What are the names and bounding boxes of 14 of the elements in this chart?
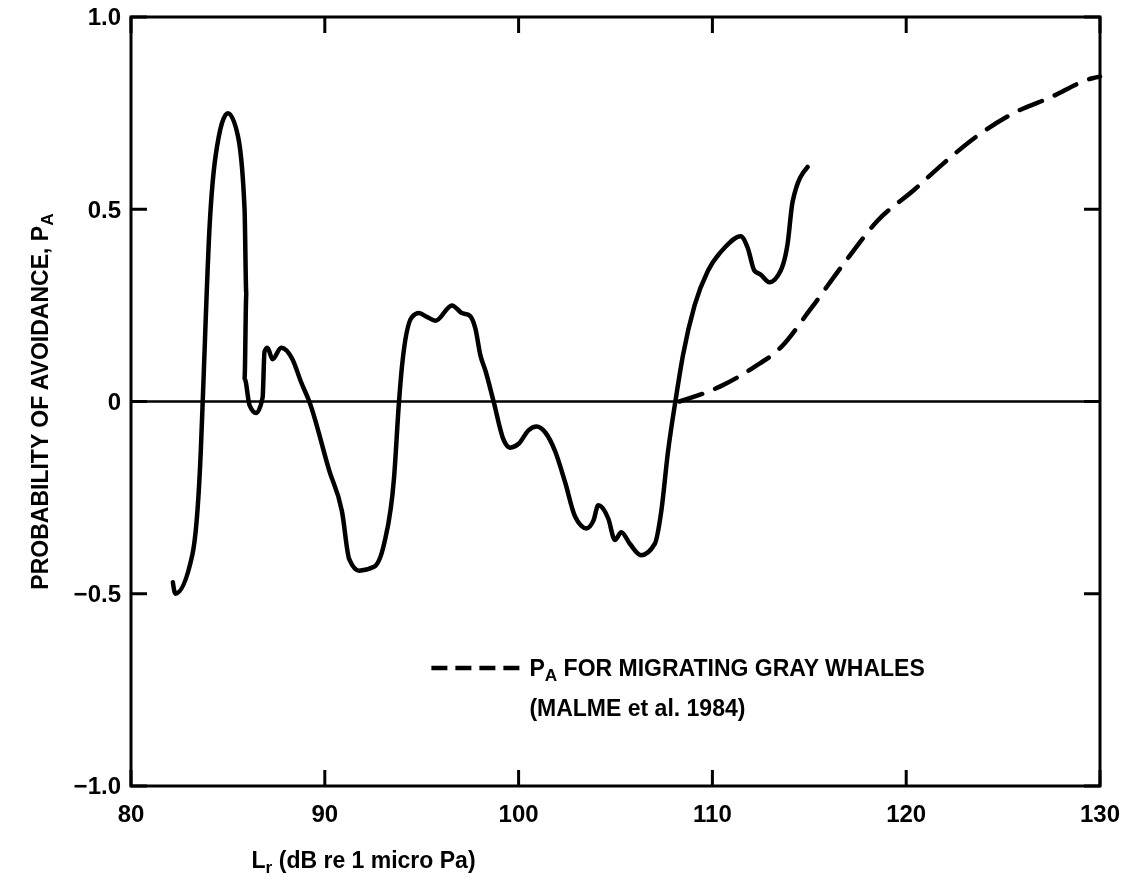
x-tick-label: 100	[498, 800, 539, 827]
x-tick-label: 110	[693, 800, 732, 827]
annotation: (MALME et al. 1984)	[529, 695, 746, 721]
x-tick-label: 80	[117, 800, 145, 827]
y-tick-label: 0.5	[87, 195, 121, 223]
x-tick-label: 130	[1079, 800, 1121, 827]
x-axis-title: L$_{r}$ (dB re 1 micro Pa)	[251, 847, 476, 878]
x-tick-label: 90	[311, 800, 339, 827]
y-tick-label: 0	[107, 387, 121, 415]
legend-label: P$_{A}$ FOR MIGRATING GRAY WHALES	[529, 655, 925, 686]
y-tick-label: −1.0	[73, 772, 121, 800]
y-tick-label: 1.0	[87, 3, 121, 31]
x-tick-label: 120	[886, 800, 927, 827]
y-tick-label: −0.5	[73, 580, 121, 608]
